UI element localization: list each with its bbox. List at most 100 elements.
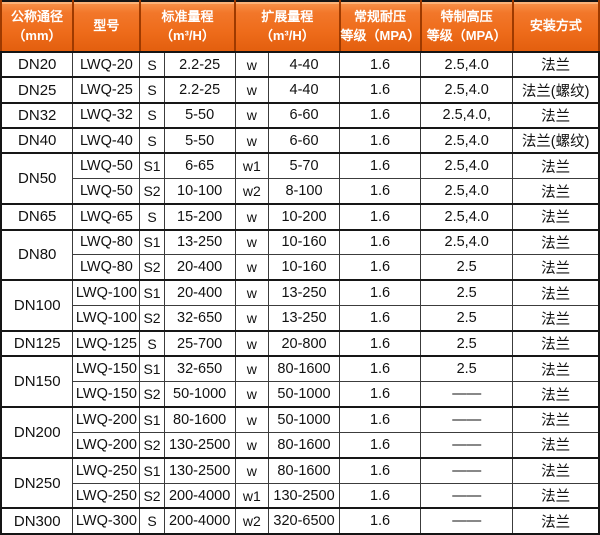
table-row: DN25 LWQ-25 S 2.2-25 w 4-40 1.6 2.5,4.0 …	[0, 76, 600, 104]
cell-pressure: 1.6	[338, 406, 422, 433]
cell-ext-range: 20-800	[268, 329, 340, 357]
cell-ext-code: w	[234, 279, 270, 307]
cell-ext-range: 6-60	[268, 101, 340, 129]
cell-model: LWQ-80	[72, 254, 141, 281]
cell-model: LWQ-300	[72, 507, 141, 535]
cell-std-range: 2.2-25	[163, 50, 236, 78]
cell-install: 法兰	[512, 381, 600, 408]
cell-dn: DN200	[0, 406, 74, 459]
cell-std-range: 5-50	[163, 101, 236, 129]
cell-ext-code: w	[234, 76, 270, 104]
cell-ext-range: 8-100	[268, 178, 340, 205]
cell-dn: DN25	[0, 76, 74, 104]
cell-ext-range: 80-1600	[268, 355, 340, 383]
table-row: DN65 LWQ-65 S 15-200 w 10-200 1.6 2.5,4.…	[0, 203, 600, 231]
cell-pressure: 1.6	[338, 456, 422, 484]
cell-pressure: 1.6	[338, 76, 422, 104]
cell-high-pressure: ——	[420, 456, 514, 484]
cell-ext-range: 5-70	[268, 152, 340, 180]
cell-high-pressure: ——	[420, 507, 514, 535]
table-row: LWQ-150 S2 50-1000 w 50-1000 1.6 —— 法兰	[1, 381, 600, 408]
table-row: DN250 LWQ-250 S1 130-2500 w 80-1600 1.6 …	[0, 456, 600, 509]
cell-ext-range: 320-6500	[268, 507, 340, 535]
cell-std-code: S2	[139, 431, 165, 459]
cell-model: LWQ-65	[72, 203, 141, 231]
cell-std-code: S	[139, 76, 165, 104]
cell-ext-code: w	[234, 101, 270, 129]
cell-std-code: S1	[139, 152, 165, 180]
table-row: DN40 LWQ-40 S 5-50 w 6-60 1.6 2.5,4.0 法兰…	[0, 127, 600, 154]
cell-model: LWQ-80	[72, 228, 141, 256]
cell-high-pressure: ——	[420, 406, 514, 433]
cell-ext-code: w1	[234, 152, 270, 180]
table-row: LWQ-50 S2 10-100 w2 8-100 1.6 2.5,4.0 法兰	[1, 178, 600, 205]
cell-model: LWQ-125	[72, 329, 141, 357]
cell-std-range: 130-2500	[163, 431, 236, 459]
cell-install: 法兰	[512, 152, 600, 180]
cell-ext-range: 4-40	[268, 76, 340, 104]
cell-dn: DN80	[0, 228, 74, 281]
cell-std-code: S1	[139, 456, 165, 484]
cell-std-code: S	[139, 329, 165, 357]
cell-pressure: 1.6	[338, 152, 422, 180]
cell-ext-range: 50-1000	[268, 381, 340, 408]
cell-ext-code: w	[234, 456, 270, 484]
table-row: DN300 LWQ-300 S 200-4000 w2 320-6500 1.6…	[0, 507, 600, 535]
table-row: DN50 LWQ-50 S1 6-65 w1 5-70 1.6 2.5,4.0 …	[0, 152, 600, 205]
cell-dn: DN20	[0, 50, 74, 78]
header-extended-range: 扩展量程 （m³/H）	[234, 1, 341, 53]
cell-model: LWQ-50	[72, 178, 141, 205]
cell-std-range: 50-1000	[163, 381, 236, 408]
table-row: DN100 LWQ-100 S1 20-400 w 13-250 1.6 2.5…	[0, 279, 600, 332]
table-row: DN150 LWQ-150 S1 32-650 w 80-1600 1.6 2.…	[0, 355, 600, 408]
cell-high-pressure: ——	[420, 482, 514, 509]
cell-model: LWQ-100	[72, 279, 141, 307]
cell-model: LWQ-200	[72, 431, 141, 459]
table-row: LWQ-100 S2 32-650 w 13-250 1.6 2.5 法兰	[1, 305, 600, 332]
cell-pressure: 1.6	[338, 203, 422, 231]
cell-pressure: 1.6	[338, 101, 422, 129]
cell-install: 法兰	[512, 482, 600, 509]
cell-ext-code: w	[234, 406, 270, 433]
cell-std-range: 13-250	[163, 228, 236, 256]
cell-std-range: 200-4000	[163, 507, 236, 535]
cell-pressure: 1.6	[338, 482, 422, 509]
cell-install: 法兰	[512, 329, 600, 357]
cell-std-code: S2	[139, 381, 165, 408]
cell-model: LWQ-250	[72, 456, 141, 484]
cell-dn: DN65	[0, 203, 74, 231]
cell-ext-code: w2	[234, 178, 270, 205]
cell-pressure: 1.6	[338, 279, 422, 307]
table-row: LWQ-250 S2 200-4000 w1 130-2500 1.6 —— 法…	[1, 482, 600, 509]
cell-install: 法兰	[512, 279, 600, 307]
cell-dn: DN32	[0, 101, 74, 129]
table-row: LWQ-80 S2 20-400 w 10-160 1.6 2.5 法兰	[1, 254, 600, 281]
cell-model: LWQ-250	[72, 482, 141, 509]
cell-ext-code: w	[234, 329, 270, 357]
cell-install: 法兰	[512, 178, 600, 205]
cell-std-range: 20-400	[163, 279, 236, 307]
table-row: DN125 LWQ-125 S 25-700 w 20-800 1.6 2.5 …	[0, 329, 600, 357]
cell-ext-code: w	[234, 431, 270, 459]
cell-pressure: 1.6	[338, 305, 422, 332]
header-model: 型号	[71, 1, 141, 53]
cell-dn: DN100	[0, 279, 74, 332]
cell-install: 法兰	[512, 101, 600, 129]
cell-ext-range: 80-1600	[268, 456, 340, 484]
cell-std-range: 32-650	[163, 305, 236, 332]
cell-std-range: 10-100	[163, 178, 236, 205]
header-row: 公称通径 （mm） 型号 标准量程 （m³/H） 扩展量程 （m³/H） 常规耐…	[0, 1, 600, 53]
cell-model: LWQ-200	[72, 406, 141, 433]
cell-pressure: 1.6	[338, 178, 422, 205]
cell-std-code: S1	[139, 279, 165, 307]
cell-model: LWQ-150	[72, 381, 141, 408]
table-row: DN80 LWQ-80 S1 13-250 w 10-160 1.6 2.5,4…	[0, 228, 600, 281]
cell-high-pressure: 2.5,4.0	[420, 203, 514, 231]
cell-install: 法兰	[512, 456, 600, 484]
cell-pressure: 1.6	[338, 228, 422, 256]
cell-dn: DN150	[0, 355, 74, 408]
cell-install: 法兰	[512, 228, 600, 256]
cell-high-pressure: 2.5,4.0	[420, 127, 514, 154]
